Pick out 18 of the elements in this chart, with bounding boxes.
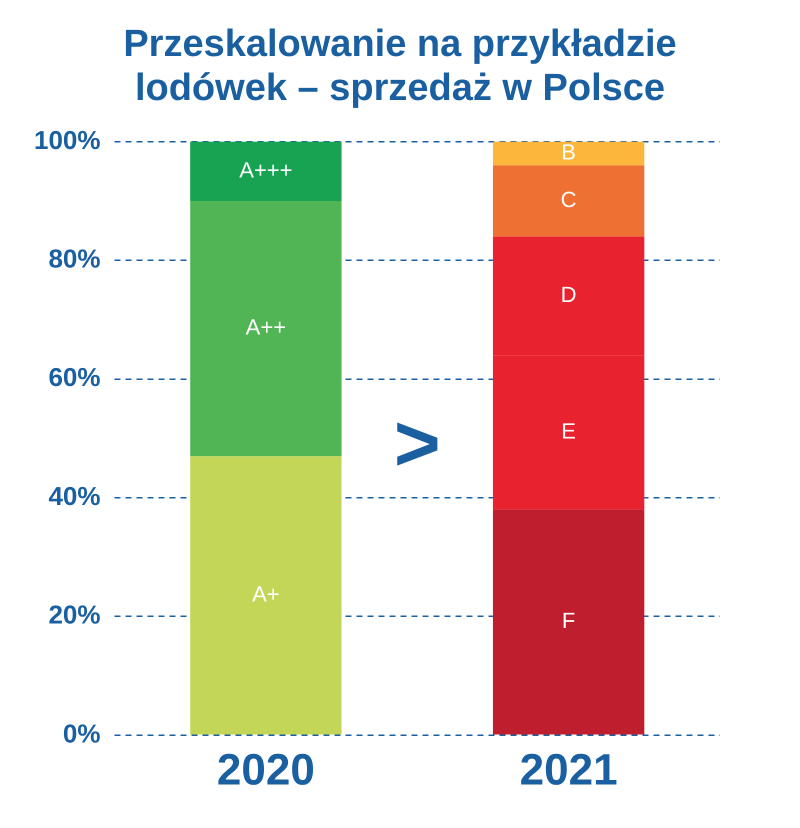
series-label: A+	[252, 581, 280, 606]
series-label: A+++	[239, 157, 292, 182]
series-label: B	[561, 140, 576, 165]
series-label: A++	[246, 314, 286, 340]
y-tick-label: 40%	[48, 480, 100, 511]
series-label: C	[560, 187, 577, 212]
series-label: F	[562, 608, 576, 634]
series-label: D	[560, 282, 577, 307]
x-tick-label: 2021	[520, 746, 618, 795]
y-tick-label: 20%	[48, 600, 100, 630]
y-tick-label: 100%	[34, 124, 100, 155]
y-tick-label: 0%	[62, 718, 100, 748]
y-tick-label: 60%	[48, 362, 100, 392]
chart-title: Przeskalowanie na przykładzie lodówek – sprzedaż w Polsce	[122, 22, 678, 110]
y-tick-label: 80%	[48, 243, 100, 274]
annotation: >	[394, 398, 441, 488]
series-label: E	[561, 418, 576, 444]
x-tick-label: 2020	[216, 746, 315, 795]
